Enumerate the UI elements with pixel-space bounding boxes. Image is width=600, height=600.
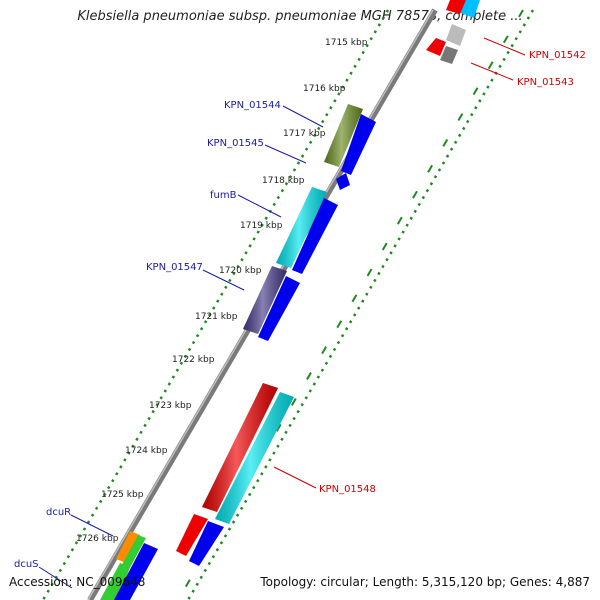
feature-shading (202, 104, 363, 524)
tick-label: 1726 kbp (76, 534, 119, 544)
gene-label-dcur[interactable]: dcuR (46, 507, 114, 537)
tick-label: 1717 kbp (283, 129, 326, 139)
tick-labels: 1715 kbp 1716 kbp 1717 kbp 1718 kbp 1719… (76, 38, 368, 544)
gene-label-text: KPN_01547 (146, 262, 203, 273)
gene-feature-blue-arrow[interactable] (341, 114, 376, 175)
gene-feature-green-arrow[interactable] (118, 535, 146, 575)
gene-label-kpn01543[interactable]: KPN_01543 (470, 62, 574, 88)
tick-label: 1720 kbp (219, 266, 262, 276)
tick-label: 1716 kbp (303, 84, 346, 94)
gene-label-text: KPN_01544 (224, 100, 281, 111)
gene-feature-kpn01545[interactable] (336, 173, 350, 190)
gene-label-text: KPN_01543 (517, 77, 574, 88)
gene-label-kpn01542[interactable]: KPN_01542 (483, 37, 586, 61)
outer-dotted-ring (177, 9, 535, 600)
inner-dotted-ring (41, 9, 390, 600)
gene-label-dcus[interactable]: dcuS (14, 559, 73, 589)
gene-label-text: KPN_01542 (529, 50, 586, 61)
gene-label-text: dcuR (46, 507, 71, 518)
gene-label-text: fumB (210, 190, 237, 201)
tick-label: 1721 kbp (195, 312, 238, 322)
topology-label: Topology: circular; Length: 5,315,120 bp… (260, 575, 590, 589)
gene-feature-red-arrow[interactable] (176, 514, 208, 556)
tick-label: 1719 kbp (240, 221, 283, 231)
gene-feature-blue-arrow[interactable] (292, 198, 338, 274)
tick-label: 1715 kbp (325, 38, 368, 48)
gene-feature-blue-arrow[interactable] (114, 543, 158, 600)
gene-feature-kpn01542[interactable] (426, 0, 480, 56)
tick-label: 1722 kbp (172, 355, 215, 365)
tick-label: 1718 kbp (262, 176, 305, 186)
gene-label-text: KPN_01545 (207, 138, 264, 149)
gene-label-text: dcuS (14, 559, 39, 570)
gene-label-kpn01548[interactable]: KPN_01548 (273, 466, 376, 495)
tick-label: 1725 kbp (101, 490, 144, 500)
tick-label: 1723 kbp (149, 401, 192, 411)
gene-label-kpn01547[interactable]: KPN_01547 (146, 262, 245, 291)
gene-feature-blue-arrow[interactable] (189, 521, 224, 566)
gene-label-fumb[interactable]: fumB (210, 190, 282, 218)
gene-label-kpn01544[interactable]: KPN_01544 (224, 100, 324, 128)
gene-feature-dcur[interactable] (116, 531, 140, 563)
tick-label: 1724 kbp (125, 446, 168, 456)
gene-feature-kpn01543[interactable] (440, 46, 458, 64)
gene-label-text: KPN_01548 (319, 484, 376, 495)
accession-label: Accession: NC_009648 (9, 575, 146, 589)
map-title: Klebsiella pneumoniae subsp. pneumoniae … (77, 9, 523, 24)
gene-label-kpn01545[interactable]: KPN_01545 (207, 138, 307, 164)
gene-feature-blue-arrow[interactable] (258, 276, 300, 341)
